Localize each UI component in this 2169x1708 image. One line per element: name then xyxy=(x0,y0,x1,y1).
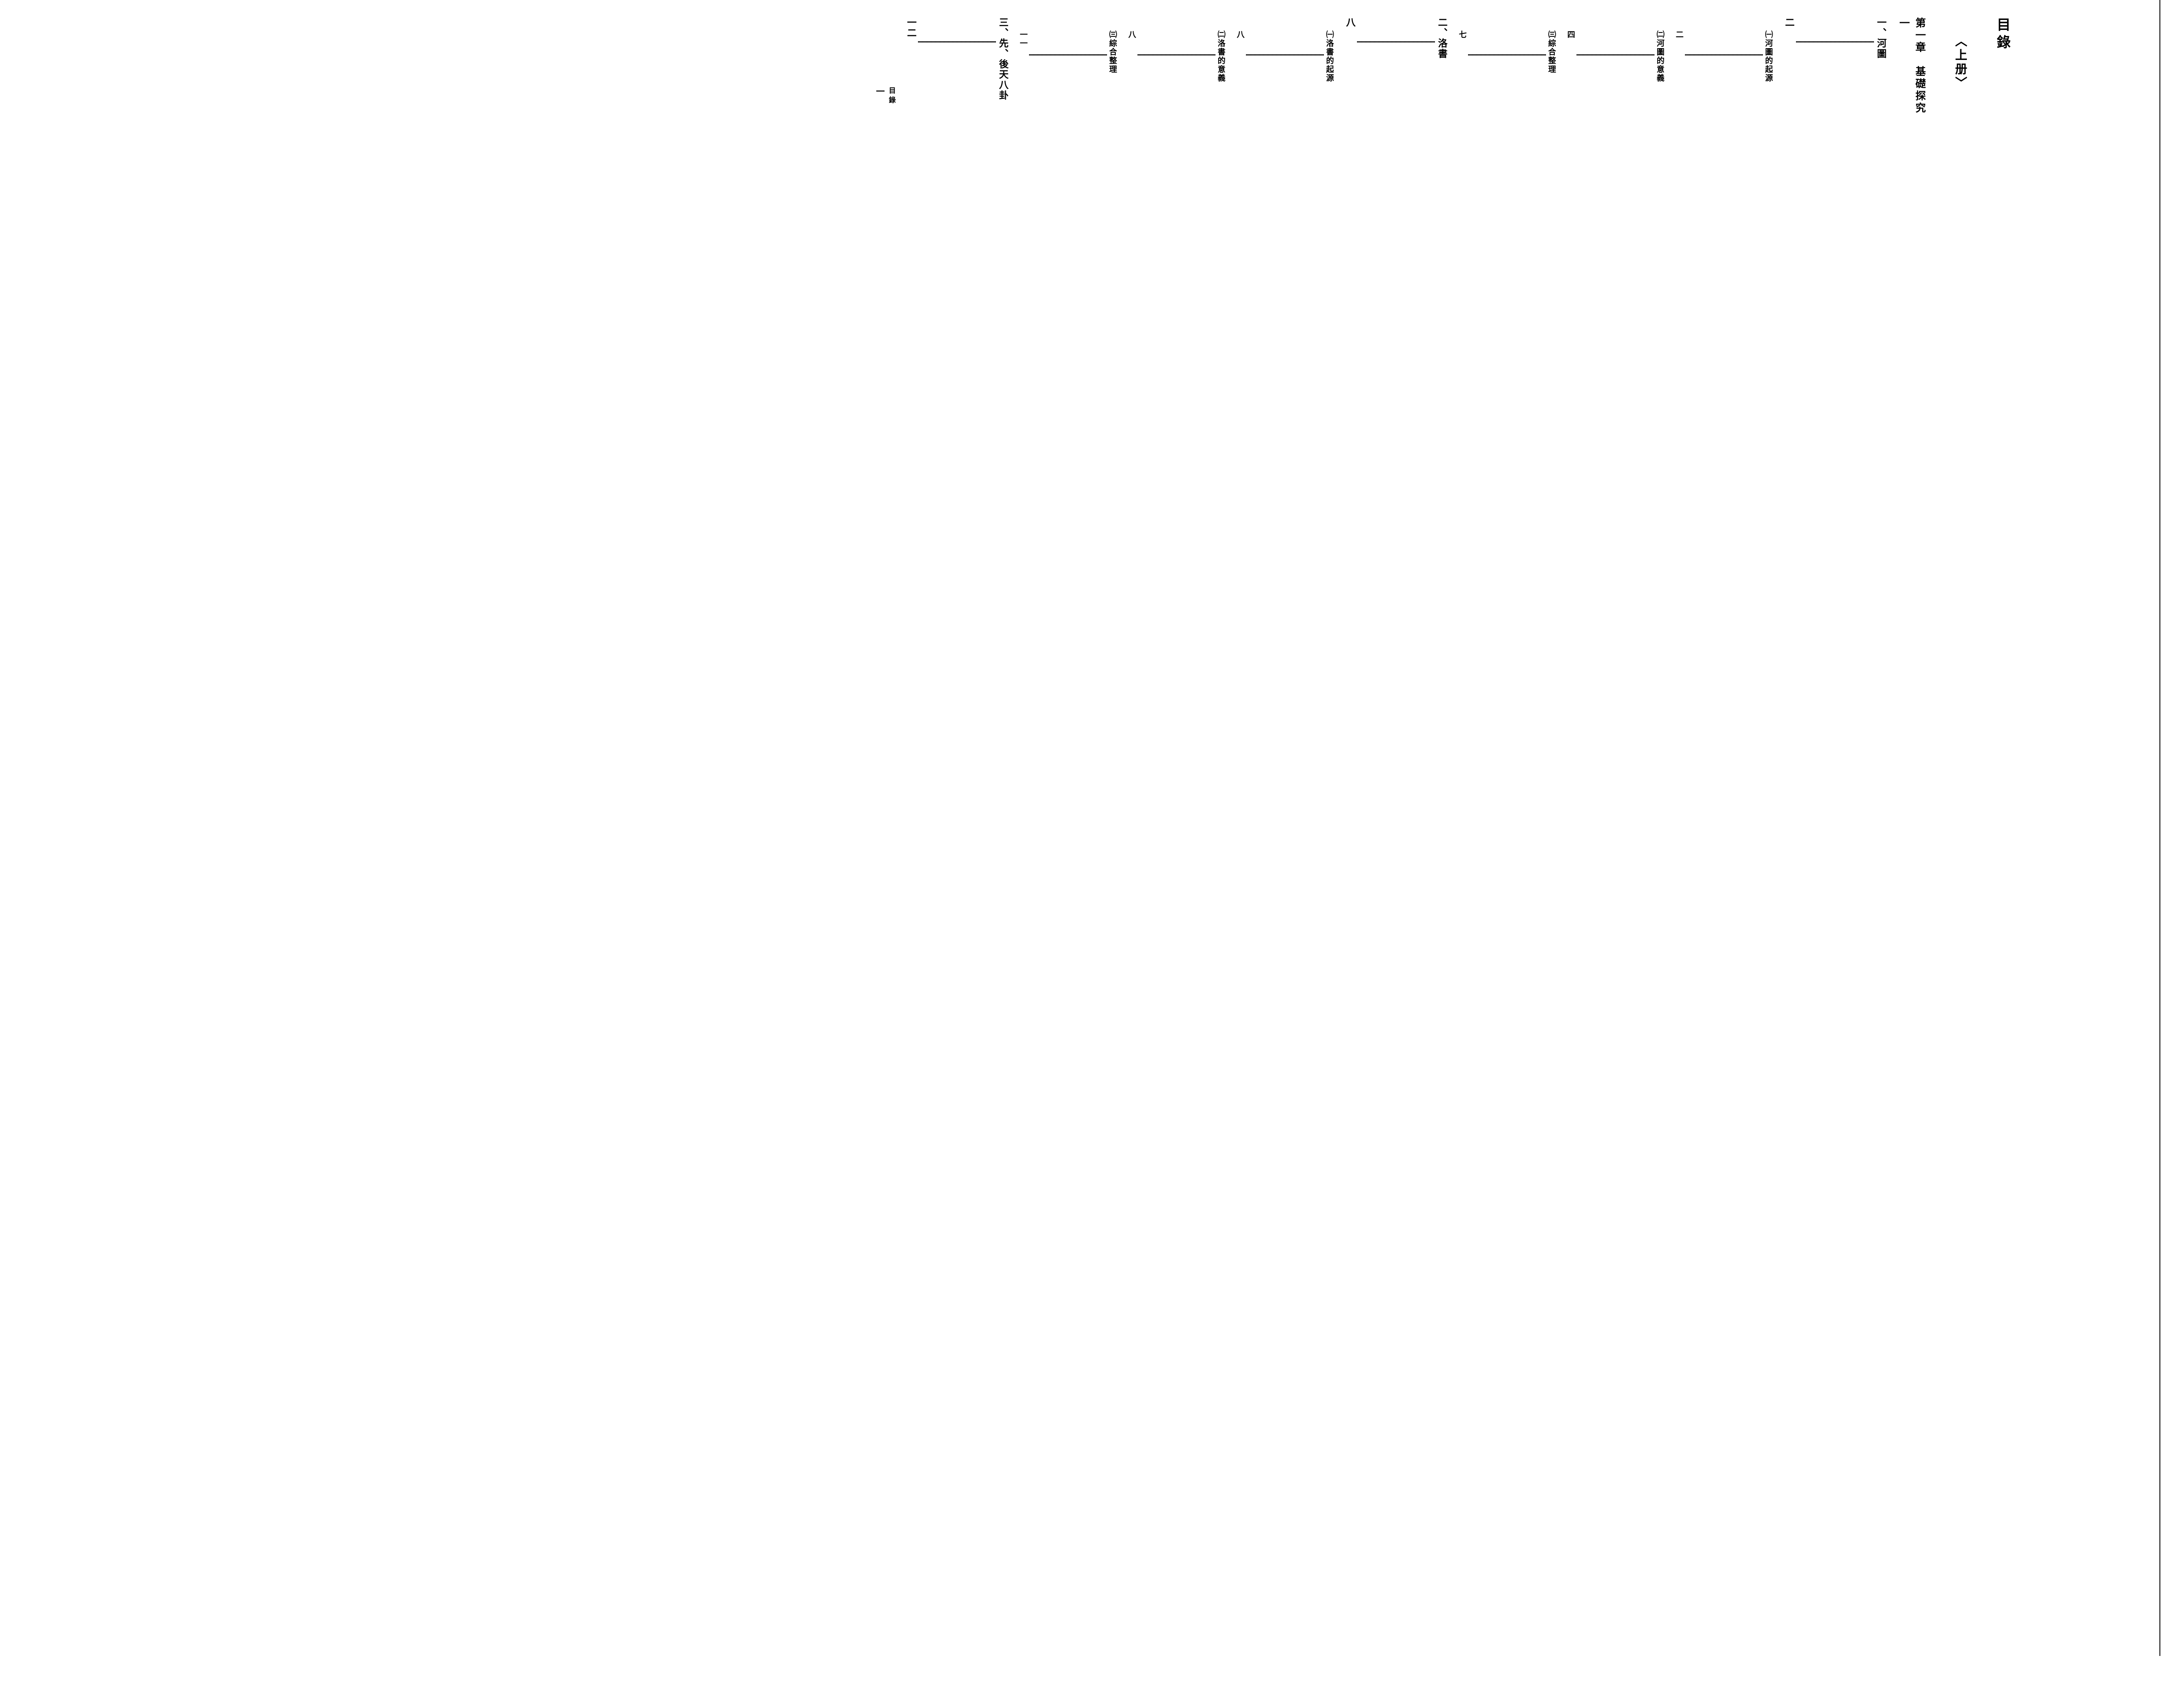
toc-entry-page: 二 xyxy=(1674,30,1685,39)
toc-entry-label: ㈡洛書的意義 xyxy=(1216,30,1227,82)
toc-leader-dots xyxy=(1357,20,1435,63)
volume-label: 〈上册〉 xyxy=(1951,35,1969,90)
toc-entry-label: ㈠河圖的起源 xyxy=(1763,30,1774,82)
toc-entry: ㈠洛書的起源 八 xyxy=(1235,30,1335,1652)
toc-entry: ㈠河圖的起源 二 xyxy=(1674,30,1774,1652)
toc-entry-page: 七 xyxy=(1457,30,1468,39)
footer-column: 目錄 一 xyxy=(873,87,896,1708)
toc-leader-dots xyxy=(1029,33,1107,76)
toc-entry: 一、河圖 二 xyxy=(1782,17,1888,1639)
toc-entry-label: 三、先、後天八卦 xyxy=(996,17,1010,101)
footer-label: 目錄 xyxy=(886,87,896,106)
toc-content: 目錄 〈上册〉 第一章 基礎探究 一 一、河圖二㈠河圖的起源二㈡河圖的意義四㈢綜… xyxy=(873,17,2013,1639)
toc-entry-page: 一二 xyxy=(904,17,918,38)
toc-leader-dots xyxy=(1246,33,1324,76)
right-margin-rule xyxy=(2159,0,2160,1656)
chapter-page: 一 xyxy=(1896,17,1911,30)
spacer xyxy=(1976,17,1985,1639)
toc-entry: ㈢綜合整理 七 xyxy=(1457,30,1557,1652)
toc-entry: 二、洛書 八 xyxy=(1343,17,1449,1639)
toc-entry-label: ㈢綜合整理 xyxy=(1546,30,1557,74)
toc-entry-label: ㈡河圖的意義 xyxy=(1655,30,1666,82)
toc-entry-label: ㈠洛書的起源 xyxy=(1324,30,1335,82)
toc-leader-dots xyxy=(1468,33,1546,76)
chapter-column: 第一章 基礎探究 一 xyxy=(1896,17,1927,1639)
footer-page-number: 一 xyxy=(873,87,886,98)
toc-leader-dots xyxy=(1796,20,1874,63)
volume-column: 〈上册〉 xyxy=(1951,17,1969,1639)
toc-leader-dots xyxy=(1685,33,1763,76)
toc-entry-page: 八 xyxy=(1343,17,1357,28)
toc-entry-page: 一一 xyxy=(1018,30,1029,48)
toc-entry-label: ㈢綜合整理 xyxy=(1107,30,1118,74)
toc-entry: 三、先、後天八卦 一二 xyxy=(904,17,1010,1639)
toc-entry-page: 二 xyxy=(1782,17,1796,28)
toc-entry-page: 四 xyxy=(1565,30,1576,39)
title-column: 目錄 xyxy=(1993,17,2013,1639)
toc-entry-label: 二、洛書 xyxy=(1435,17,1449,59)
toc-entry: ㈡洛書的意義 八 xyxy=(1126,30,1227,1652)
toc-leader-dots xyxy=(918,20,996,63)
toc-entries: 一、河圖二㈠河圖的起源二㈡河圖的意義四㈢綜合整理七二、洛書八㈠洛書的起源八㈡洛書… xyxy=(904,17,1888,1639)
page-title: 目錄 xyxy=(1993,17,2013,52)
chapter-title: 第一章 基礎探究 xyxy=(1912,17,1927,115)
toc-leader-dots xyxy=(1576,33,1655,76)
toc-entry-label: 一、河圖 xyxy=(1874,17,1888,59)
toc-entry-page: 八 xyxy=(1126,30,1137,39)
toc-entry-page: 八 xyxy=(1235,30,1246,39)
toc-entry: ㈢綜合整理 一一 xyxy=(1018,30,1118,1652)
toc-leader-dots xyxy=(1137,33,1216,76)
toc-entry: ㈡河圖的意義 四 xyxy=(1565,30,1666,1652)
spacer xyxy=(1935,17,1943,1639)
